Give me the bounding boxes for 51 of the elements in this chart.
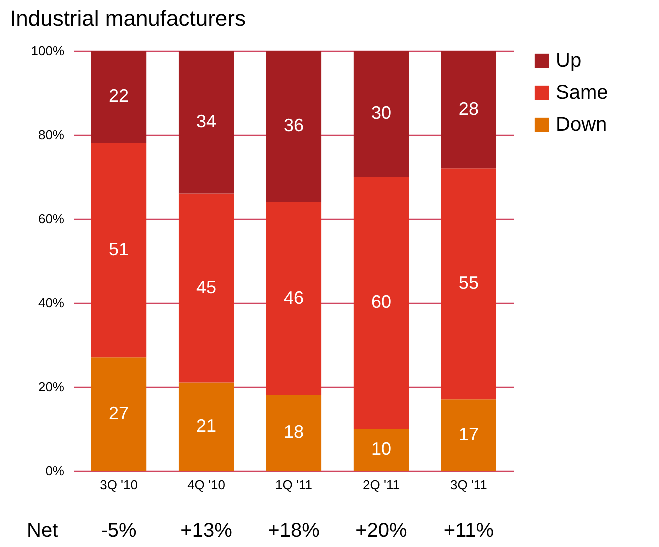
- legend-label: Same: [556, 82, 608, 104]
- bar: [91, 51, 147, 144]
- y-tick-label: 0%: [46, 464, 65, 478]
- text: +11%: [444, 520, 494, 542]
- x-tick-label: 4Q '10: [188, 478, 226, 492]
- bar: [354, 51, 410, 177]
- bar: [266, 395, 322, 471]
- data-label: 17: [458, 424, 479, 444]
- bar: [441, 168, 497, 400]
- y-tick-label: 40%: [38, 296, 65, 310]
- y-tick-label: 20%: [38, 380, 65, 394]
- y-tick-label: 60%: [38, 212, 65, 226]
- x-tick-label: 3Q '10: [100, 478, 138, 492]
- y-tick-label: 100%: [31, 44, 65, 58]
- text: +20%: [356, 520, 408, 542]
- bar: [178, 51, 234, 194]
- x-tick-label: 1Q '11: [276, 478, 312, 492]
- data-label: 28: [458, 98, 479, 119]
- text: -5%: [101, 520, 138, 542]
- data-label: 10: [371, 439, 392, 459]
- data-label: 18: [284, 422, 304, 442]
- bar: [91, 143, 147, 358]
- bar: [266, 51, 322, 202]
- bar: [91, 358, 147, 471]
- x-tick-label: 2Q '11: [363, 478, 400, 492]
- text: +13%: [180, 520, 233, 542]
- data-label: 22: [109, 86, 130, 106]
- bar: [441, 400, 497, 471]
- data-label: 46: [284, 288, 304, 308]
- legend-label: Down: [556, 114, 608, 136]
- data-label: 51: [109, 240, 130, 260]
- bar: [178, 382, 234, 471]
- bar: [178, 194, 234, 383]
- legend-label: Up: [556, 50, 582, 72]
- data-label: 55: [458, 273, 479, 294]
- chart-title: Industrial manufacturers: [10, 6, 246, 31]
- data-label: 60: [371, 292, 392, 312]
- data-label: 27: [109, 403, 130, 424]
- text: +18%: [268, 520, 320, 542]
- data-label: 45: [196, 277, 217, 298]
- data-label: 36: [284, 116, 304, 136]
- data-label: 34: [196, 111, 217, 132]
- x-tick-label: 3Q '11: [450, 478, 488, 492]
- bar: [266, 202, 322, 396]
- bar: [354, 429, 410, 471]
- data-label: 21: [196, 416, 217, 436]
- y-tick-label: 80%: [38, 128, 65, 142]
- bar: [354, 177, 410, 429]
- data-label: 30: [371, 103, 392, 123]
- text: Net: [27, 520, 59, 542]
- bar: [441, 51, 497, 169]
